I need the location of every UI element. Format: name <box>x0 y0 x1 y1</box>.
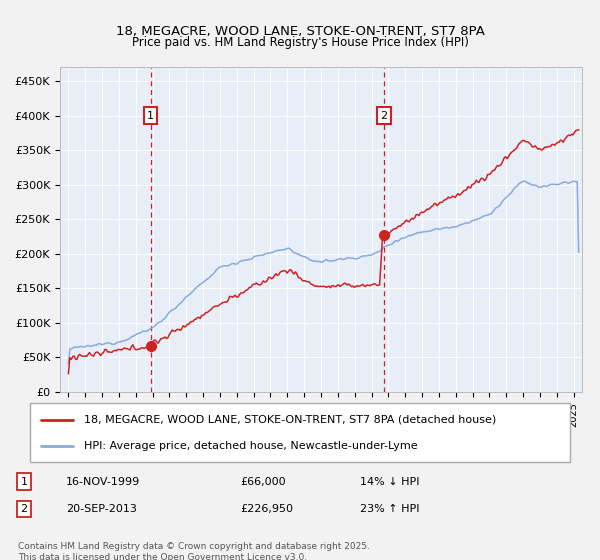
Text: 16-NOV-1999: 16-NOV-1999 <box>66 477 140 487</box>
Text: 20-SEP-2013: 20-SEP-2013 <box>66 504 137 514</box>
Text: £226,950: £226,950 <box>240 504 293 514</box>
Text: HPI: Average price, detached house, Newcastle-under-Lyme: HPI: Average price, detached house, Newc… <box>84 441 418 451</box>
Text: Price paid vs. HM Land Registry's House Price Index (HPI): Price paid vs. HM Land Registry's House … <box>131 36 469 49</box>
Text: 2: 2 <box>380 110 387 120</box>
Text: 23% ↑ HPI: 23% ↑ HPI <box>360 504 419 514</box>
Text: 18, MEGACRE, WOOD LANE, STOKE-ON-TRENT, ST7 8PA: 18, MEGACRE, WOOD LANE, STOKE-ON-TRENT, … <box>116 25 484 38</box>
FancyBboxPatch shape <box>30 403 570 462</box>
Text: 2: 2 <box>20 504 28 514</box>
Text: £66,000: £66,000 <box>240 477 286 487</box>
Text: 1: 1 <box>20 477 28 487</box>
Text: 14% ↓ HPI: 14% ↓ HPI <box>360 477 419 487</box>
Text: 1: 1 <box>147 110 154 120</box>
Text: 18, MEGACRE, WOOD LANE, STOKE-ON-TRENT, ST7 8PA (detached house): 18, MEGACRE, WOOD LANE, STOKE-ON-TRENT, … <box>84 414 496 424</box>
Text: Contains HM Land Registry data © Crown copyright and database right 2025.
This d: Contains HM Land Registry data © Crown c… <box>18 542 370 560</box>
